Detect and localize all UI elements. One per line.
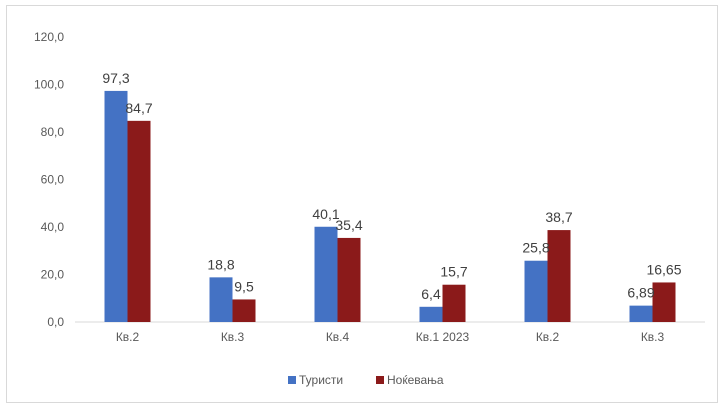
data-label: 9,5	[234, 278, 254, 294]
data-label: 25,8	[522, 240, 549, 256]
bars	[104, 90, 676, 323]
y-tick-label: 0,0	[47, 315, 64, 329]
bar-series2	[652, 282, 676, 322]
bar-series2	[232, 299, 256, 322]
y-axis-ticks: 0,0 20,0 40,0 60,0 80,0 100,0 120,0	[34, 30, 64, 329]
data-label: 15,7	[440, 264, 467, 280]
data-labels: 97,3 84,7 18,89,5 40,135,4 6,4 15,7 25,8 38,7 6,…	[102, 70, 681, 302]
legend-label: Туристи	[299, 373, 343, 387]
bar-series1	[524, 260, 548, 322]
y-tick-label: 120,0	[34, 30, 64, 44]
y-tick-label: 80,0	[41, 125, 65, 139]
bar-series1	[629, 305, 653, 322]
x-tick-label: Кв.3	[641, 330, 665, 344]
legend-label: Ноќевања	[387, 373, 444, 387]
bar-series1	[419, 306, 443, 322]
x-tick-label: Кв.3	[221, 330, 245, 344]
data-label: 6,4	[421, 286, 441, 302]
bar-series1	[104, 90, 128, 322]
x-tick-label: Кв.4	[326, 330, 350, 344]
bar-series1	[314, 226, 338, 322]
y-tick-label: 60,0	[41, 173, 65, 187]
bar-series2	[442, 284, 466, 322]
data-label: 6,89	[627, 285, 654, 301]
bar-series2	[337, 237, 361, 322]
data-label: 97,3	[102, 70, 129, 86]
x-tick-label: Кв.1 2023	[416, 330, 470, 344]
bar-series2	[547, 230, 571, 322]
y-tick-label: 20,0	[41, 268, 65, 282]
data-label: 35,4	[335, 217, 362, 233]
x-axis-ticks: Кв.2 Кв.3 Кв.4 Кв.1 2023 Кв.2 Кв.3	[116, 330, 665, 344]
legend-swatch	[288, 376, 296, 384]
y-tick-label: 40,0	[41, 220, 65, 234]
data-label: 16,65	[646, 261, 681, 277]
data-label: 38,7	[545, 209, 572, 225]
x-tick-label: Кв.2	[116, 330, 140, 344]
x-tick-label: Кв.2	[536, 330, 560, 344]
legend: Туристи Ноќевања	[288, 373, 444, 387]
data-label: 40,1	[312, 206, 339, 222]
data-label: 84,7	[125, 100, 152, 116]
data-label: 18,8	[207, 256, 234, 272]
bar-series2	[127, 120, 151, 323]
legend-swatch	[376, 376, 384, 384]
bar-series1	[209, 277, 233, 322]
y-tick-label: 100,0	[34, 78, 64, 92]
